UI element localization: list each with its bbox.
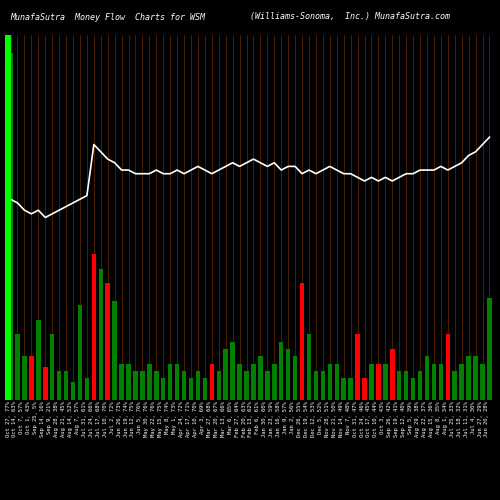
Bar	[120, 364, 124, 400]
Bar	[474, 356, 478, 400]
Bar	[362, 378, 367, 400]
Bar	[411, 378, 416, 400]
Bar	[438, 364, 443, 400]
Bar	[224, 349, 228, 400]
Bar	[258, 356, 262, 400]
Text: MunafaSutra  Money Flow  Charts for WSM: MunafaSutra Money Flow Charts for WSM	[10, 12, 205, 22]
Bar	[147, 364, 152, 400]
Bar	[334, 364, 339, 400]
Bar	[383, 364, 388, 400]
Bar	[189, 378, 194, 400]
Bar	[238, 364, 242, 400]
Bar	[446, 334, 450, 400]
Bar	[272, 364, 276, 400]
Bar	[300, 283, 304, 400]
Bar	[265, 371, 270, 400]
Bar	[466, 356, 471, 400]
Bar	[78, 305, 82, 400]
Bar	[306, 334, 311, 400]
Bar	[196, 371, 200, 400]
Bar	[314, 371, 318, 400]
Bar	[133, 371, 138, 400]
Bar	[64, 371, 68, 400]
Bar	[126, 364, 131, 400]
Bar	[397, 371, 402, 400]
Bar	[98, 268, 103, 400]
Bar	[320, 371, 325, 400]
Bar	[487, 298, 492, 400]
Bar	[106, 283, 110, 400]
Bar	[22, 356, 26, 400]
Bar	[286, 349, 290, 400]
Bar	[43, 367, 48, 400]
Bar	[36, 320, 40, 400]
Bar	[480, 364, 485, 400]
Bar	[279, 342, 283, 400]
Bar	[210, 364, 214, 400]
Bar	[57, 371, 62, 400]
Bar	[424, 356, 429, 400]
Bar	[168, 364, 172, 400]
Bar	[154, 371, 158, 400]
Bar	[342, 378, 346, 400]
Bar	[29, 356, 34, 400]
Bar	[432, 364, 436, 400]
Bar	[348, 378, 353, 400]
Bar	[293, 356, 298, 400]
Bar	[404, 371, 408, 400]
Bar	[175, 364, 180, 400]
Bar	[8, 53, 13, 400]
Bar	[328, 364, 332, 400]
Bar	[356, 334, 360, 400]
Bar	[15, 334, 20, 400]
Bar	[230, 342, 235, 400]
Bar	[418, 371, 422, 400]
Bar	[369, 364, 374, 400]
Bar	[460, 364, 464, 400]
Bar	[92, 254, 96, 400]
Bar	[376, 364, 380, 400]
Bar	[140, 371, 144, 400]
Bar	[71, 382, 76, 400]
Bar	[161, 378, 166, 400]
Bar	[452, 371, 457, 400]
Bar	[251, 364, 256, 400]
Bar	[244, 371, 249, 400]
Bar	[182, 371, 186, 400]
Bar	[202, 378, 207, 400]
Bar	[112, 302, 117, 400]
Text: (Williams-Sonoma,  Inc.) MunafaSutra.com: (Williams-Sonoma, Inc.) MunafaSutra.com	[250, 12, 450, 22]
Bar	[216, 371, 221, 400]
Bar	[84, 378, 89, 400]
Bar	[390, 349, 394, 400]
Bar	[50, 334, 54, 400]
